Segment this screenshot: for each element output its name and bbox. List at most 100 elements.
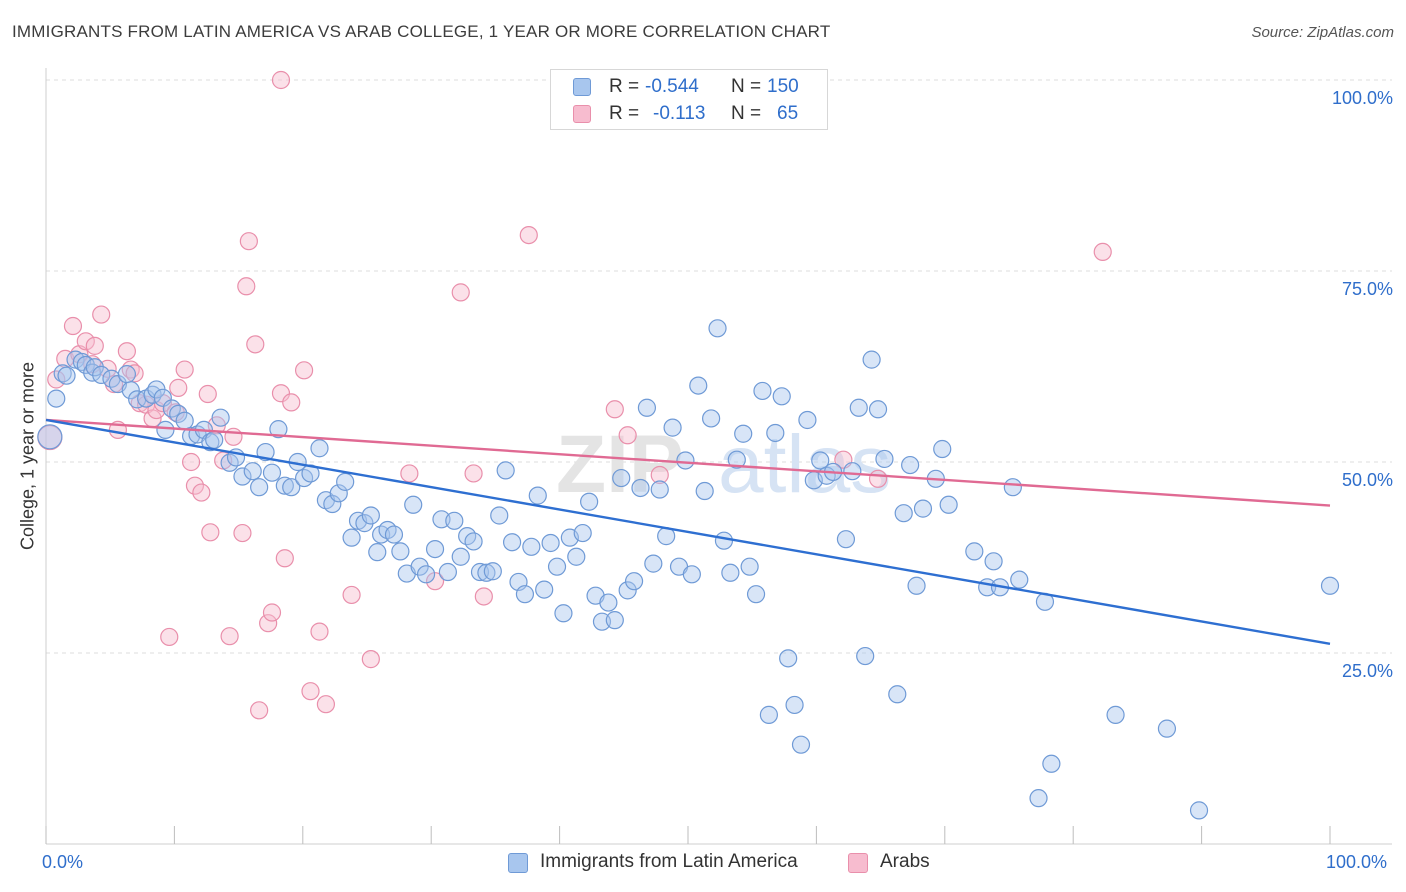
latin-america-point xyxy=(746,585,766,604)
arabs-point xyxy=(220,627,239,646)
arabs-point xyxy=(361,650,380,669)
arabs-point xyxy=(117,342,136,361)
arabs-point xyxy=(425,572,445,591)
latin-america-point xyxy=(984,552,1003,571)
latin-america-point xyxy=(791,735,811,754)
arabs-point xyxy=(474,587,493,606)
latin-america-point xyxy=(907,576,926,595)
arabs-point xyxy=(181,452,201,472)
latin-america-point xyxy=(502,533,522,552)
latin-america-point xyxy=(637,398,657,417)
latin-america-point xyxy=(250,478,269,497)
latin-america-point xyxy=(785,695,804,715)
latin-america-point xyxy=(605,611,624,630)
latin-america-point xyxy=(483,562,502,581)
latin-america-point xyxy=(451,547,470,566)
trend-lines xyxy=(45,418,1331,646)
arabs-point xyxy=(451,283,470,302)
latin-america-point xyxy=(740,557,759,576)
y-tick-labels: 25.0% 50.0% 75.0% 100.0% xyxy=(1332,88,1393,681)
source-note: Source: ZipAtlas.com xyxy=(1251,24,1394,41)
latin-america-point xyxy=(766,423,785,443)
latin-america-point xyxy=(856,646,875,666)
latin-america-point xyxy=(811,451,830,470)
grid-lines xyxy=(46,79,1392,654)
arabs-point xyxy=(618,426,637,445)
y-tick-label: 25.0% xyxy=(1342,661,1393,681)
latin-america-points xyxy=(37,319,1340,820)
latin-america-point xyxy=(282,478,301,497)
arabs-point xyxy=(650,465,669,485)
latin-america-point xyxy=(965,542,984,561)
latin-america-point xyxy=(384,525,404,544)
correlation-legend: R = -0.544 N = 150 R = -0.113 N = 65 xyxy=(550,69,828,130)
arabs-point xyxy=(301,682,320,701)
latin-america-point xyxy=(567,547,586,566)
latin-america-point xyxy=(612,468,631,488)
latin-america-point xyxy=(528,486,547,505)
latin-america-point xyxy=(580,492,599,511)
arabs-point xyxy=(259,614,278,633)
arabs-point xyxy=(250,701,269,720)
latin-america-point xyxy=(1010,570,1029,589)
latin-america-point xyxy=(695,481,714,501)
y-tick-label: 75.0% xyxy=(1342,279,1393,299)
latin-america-point xyxy=(573,523,592,543)
arabs-point xyxy=(76,332,95,351)
latin-america-point xyxy=(121,381,140,400)
bottom-legend-label: Immigrants from Latin America xyxy=(540,851,798,872)
latin-america-point xyxy=(682,565,701,584)
latin-america-point xyxy=(85,358,104,377)
latin-america-point xyxy=(644,554,663,573)
latin-america-point xyxy=(438,562,457,582)
x-tick-max: 100.0% xyxy=(1326,852,1388,872)
latin-america-point xyxy=(1189,801,1209,820)
latin-america-point xyxy=(92,365,111,385)
latin-america-point xyxy=(275,476,294,495)
latin-america-point xyxy=(57,366,76,385)
latin-america-point xyxy=(599,593,618,612)
arabs-point xyxy=(271,384,291,403)
x-tick-min: 0.0% xyxy=(42,852,84,872)
latin-america-point xyxy=(547,557,567,576)
latin-america-point xyxy=(477,563,496,582)
arabs-point xyxy=(342,585,361,605)
arabs-point xyxy=(192,483,211,502)
latin-america-point xyxy=(836,530,856,549)
latin-america-point xyxy=(464,532,483,551)
legend-n-label: N = xyxy=(731,103,762,124)
arabs-point xyxy=(175,360,194,379)
latin-america-point xyxy=(849,398,868,417)
legend-r-label: R = xyxy=(609,76,640,97)
latin-america-point xyxy=(689,376,708,395)
latin-america-point xyxy=(445,511,464,530)
latin-america-point xyxy=(721,563,740,582)
latin-america-point xyxy=(496,461,515,480)
latin-america-point xyxy=(798,410,817,430)
arabs-point xyxy=(271,70,291,90)
arabs-point xyxy=(63,316,83,336)
arabs-point xyxy=(185,476,205,495)
latin-america-point xyxy=(650,480,669,499)
latin-america-point xyxy=(894,504,913,523)
arabs-point xyxy=(1093,242,1112,261)
arabs-points xyxy=(37,70,1112,720)
latin-america-point xyxy=(37,424,63,450)
arabs-point xyxy=(92,305,111,324)
latin-america-point xyxy=(470,562,490,582)
latin-america-point xyxy=(843,462,862,481)
latin-america-point xyxy=(169,404,188,423)
latin-america-point xyxy=(416,565,436,584)
latin-america-point xyxy=(522,537,541,556)
latin-america-point xyxy=(554,604,573,623)
latin-america-point xyxy=(875,449,894,469)
latin-america-point xyxy=(727,450,746,469)
arabs-trend-line xyxy=(45,418,1331,507)
latin-america-point xyxy=(1157,719,1177,738)
legend-r-label: R = xyxy=(609,103,640,124)
bottom-legend-label: Arabs xyxy=(880,851,930,872)
latin-america-point xyxy=(269,420,288,439)
latin-america-point xyxy=(772,387,791,406)
latin-america-point xyxy=(355,514,374,533)
